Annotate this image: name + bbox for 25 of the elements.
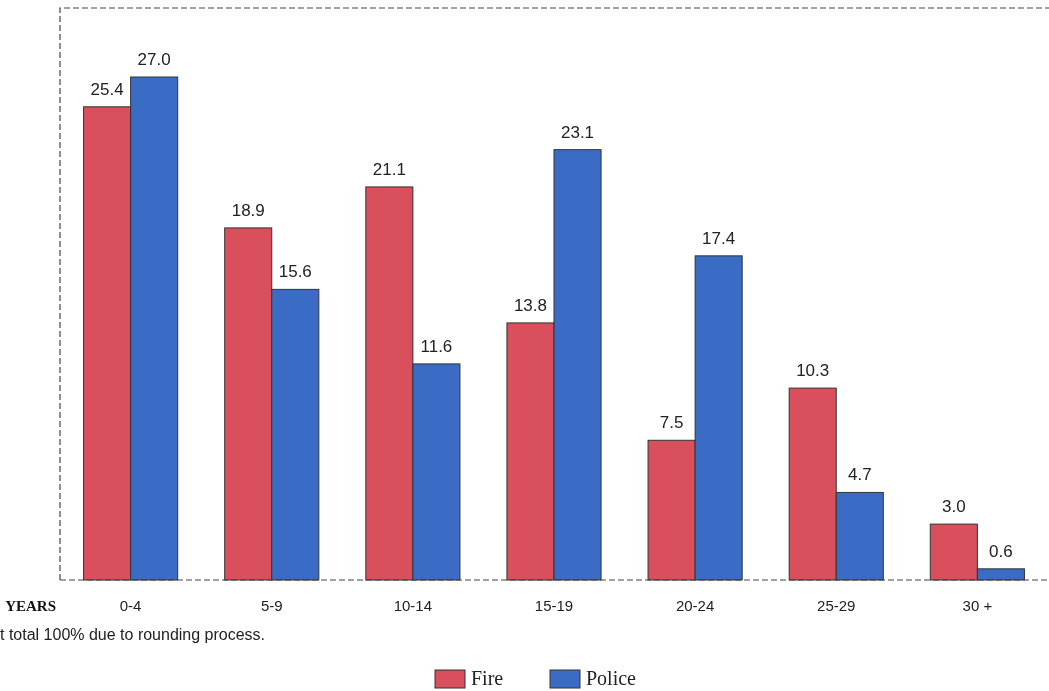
legend-label: Police <box>586 667 637 689</box>
legend-label: Fire <box>471 667 504 689</box>
data-label: 15.6 <box>278 262 312 282</box>
x-tick-label: 20-24 <box>675 597 715 614</box>
data-label: 10.3 <box>796 361 830 381</box>
data-label: 23.1 <box>560 122 595 142</box>
data-label: 4.7 <box>847 465 872 485</box>
text: t total 100% due to rounding process. <box>0 626 266 643</box>
data-label: 7.5 <box>659 413 684 433</box>
data-label: 25.4 <box>90 79 124 99</box>
data-label: 18.9 <box>231 200 265 220</box>
x-tick-label: 25-29 <box>817 597 856 614</box>
data-label: 17.4 <box>702 228 736 248</box>
data-label: 21.1 <box>372 159 406 179</box>
x-tick-label: 30 + <box>962 597 993 614</box>
x-tick-label: 15-19 <box>534 597 574 614</box>
x-tick-label: 0-4 <box>119 597 142 614</box>
data-label: 13.8 <box>513 295 548 315</box>
data-label: 0.6 <box>989 541 1013 561</box>
data-label: 11.6 <box>420 336 453 356</box>
data-label: 3.0 <box>942 497 966 517</box>
x-axis-title: YEARS <box>5 598 56 614</box>
data-label: 27.0 <box>137 50 171 69</box>
x-tick-label: 10-14 <box>393 597 433 614</box>
x-tick-label: 5-9 <box>260 597 283 614</box>
